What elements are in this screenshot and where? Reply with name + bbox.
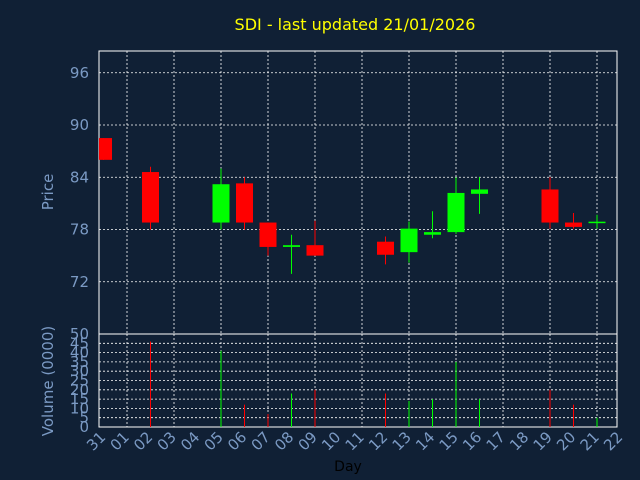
- volume-tick-label: 0: [79, 418, 89, 436]
- volume-tick-label: 30: [70, 362, 89, 380]
- price-grid: [99, 51, 617, 334]
- volume-tick-label: 40: [70, 344, 89, 362]
- candle-body: [424, 232, 441, 235]
- volume-tick-label: 45: [70, 334, 89, 352]
- price-tick-label: 90: [70, 116, 89, 134]
- volume-tick-label: 5: [79, 409, 89, 427]
- volume-bars: [150, 341, 598, 427]
- day-tick-label: 03: [154, 428, 180, 454]
- price-tick-label: 84: [70, 168, 89, 186]
- candle-body: [400, 228, 418, 253]
- day-tick-label: 11: [342, 428, 368, 454]
- candlesticks: [99, 138, 606, 274]
- volume-tick-label: 35: [70, 353, 89, 371]
- day-tick-label: 21: [577, 428, 603, 454]
- candle-body: [588, 221, 606, 224]
- candle-body: [142, 172, 159, 223]
- candle-body: [471, 189, 488, 194]
- volume-tick-label: 20: [70, 381, 89, 399]
- volume-tick-label: 10: [70, 399, 89, 417]
- candle-body: [447, 192, 465, 233]
- day-tick-label: 10: [318, 428, 344, 454]
- day-tick-label: 17: [483, 428, 509, 454]
- candle-body: [259, 222, 277, 247]
- day-tick-label: 14: [412, 428, 438, 454]
- day-tick-label: 16: [459, 428, 485, 454]
- day-axis-ticks: 3101020304050607080910111213141516171819…: [83, 428, 626, 454]
- candle-body: [99, 138, 112, 160]
- price-axis-ticks: 72 78 84 90 96: [70, 64, 89, 291]
- price-panel-frame: [98, 50, 618, 335]
- day-tick-label: 19: [530, 428, 556, 454]
- day-tick-label: 06: [224, 428, 250, 454]
- price-tick-label: 78: [70, 221, 89, 239]
- day-tick-label: 09: [295, 428, 321, 454]
- day-tick-label: 13: [389, 428, 415, 454]
- candle-body: [236, 183, 253, 223]
- chart-title: SDI - last updated 21/01/2026: [235, 15, 476, 34]
- price-tick-label: 96: [70, 64, 89, 82]
- day-tick-label: 22: [600, 428, 626, 454]
- day-tick-label: 02: [130, 428, 156, 454]
- volume-grid: [99, 334, 617, 427]
- day-tick-label: 08: [271, 428, 297, 454]
- candle-body: [283, 245, 300, 247]
- candle-body: [377, 241, 394, 255]
- candle-body: [541, 189, 559, 223]
- day-tick-label: 07: [248, 428, 274, 454]
- volume-axis-label: Volume (0000): [39, 326, 57, 436]
- price-tick-label: 72: [70, 273, 89, 291]
- candle-body: [212, 184, 230, 223]
- volume-tick-label: 15: [70, 390, 89, 408]
- candle-body: [565, 222, 582, 227]
- day-tick-label: 18: [506, 428, 532, 454]
- price-axis-label: Price: [39, 174, 57, 211]
- day-axis-label: Day: [334, 459, 362, 475]
- day-tick-label: 05: [201, 428, 227, 454]
- volume-tick-label: 25: [70, 372, 89, 390]
- volume-tick-label: 50: [70, 325, 89, 343]
- day-tick-label: 04: [177, 428, 203, 454]
- candle-body: [306, 245, 324, 256]
- day-tick-label: 01: [107, 428, 133, 454]
- day-tick-label: 12: [365, 428, 391, 454]
- day-tick-label: 20: [553, 428, 579, 454]
- day-tick-label: 15: [436, 428, 462, 454]
